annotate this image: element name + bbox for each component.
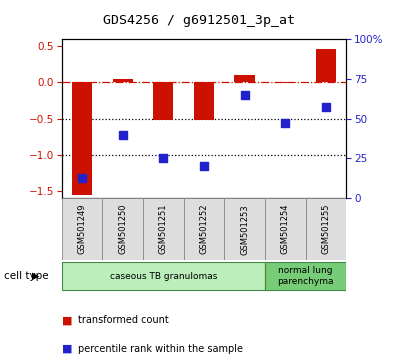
- Text: GSM501253: GSM501253: [240, 204, 249, 255]
- Text: GSM501251: GSM501251: [159, 204, 168, 255]
- Bar: [234, 75, 255, 82]
- Text: percentile rank within the sample: percentile rank within the sample: [78, 344, 243, 354]
- Bar: [316, 49, 336, 82]
- Bar: [183, 198, 224, 260]
- Bar: [62, 198, 102, 260]
- Text: ■: ■: [62, 315, 72, 325]
- Bar: [194, 82, 214, 120]
- Text: normal lung
parenchyma: normal lung parenchyma: [277, 267, 334, 286]
- Text: GSM501250: GSM501250: [118, 204, 127, 255]
- Bar: [62, 262, 265, 290]
- Bar: [143, 198, 183, 260]
- Text: cell type: cell type: [4, 271, 49, 281]
- Bar: [102, 198, 143, 260]
- Point: [323, 105, 329, 110]
- Bar: [72, 82, 92, 195]
- Text: ■: ■: [62, 344, 72, 354]
- Point: [119, 132, 126, 137]
- Bar: [224, 198, 265, 260]
- Point: [160, 156, 166, 161]
- Bar: [306, 198, 346, 260]
- Bar: [153, 82, 174, 120]
- Point: [282, 120, 289, 126]
- Point: [79, 175, 85, 181]
- Text: GSM501249: GSM501249: [78, 204, 86, 255]
- Text: ▶: ▶: [32, 271, 39, 281]
- Bar: [113, 80, 133, 82]
- Bar: [275, 82, 295, 83]
- Bar: [265, 198, 306, 260]
- Text: GDS4256 / g6912501_3p_at: GDS4256 / g6912501_3p_at: [103, 14, 295, 27]
- Point: [242, 92, 248, 98]
- Bar: [265, 262, 346, 290]
- Point: [201, 164, 207, 169]
- Text: GSM501252: GSM501252: [199, 204, 209, 255]
- Text: GSM501255: GSM501255: [322, 204, 330, 255]
- Text: GSM501254: GSM501254: [281, 204, 290, 255]
- Text: transformed count: transformed count: [78, 315, 168, 325]
- Text: caseous TB granulomas: caseous TB granulomas: [109, 272, 217, 281]
